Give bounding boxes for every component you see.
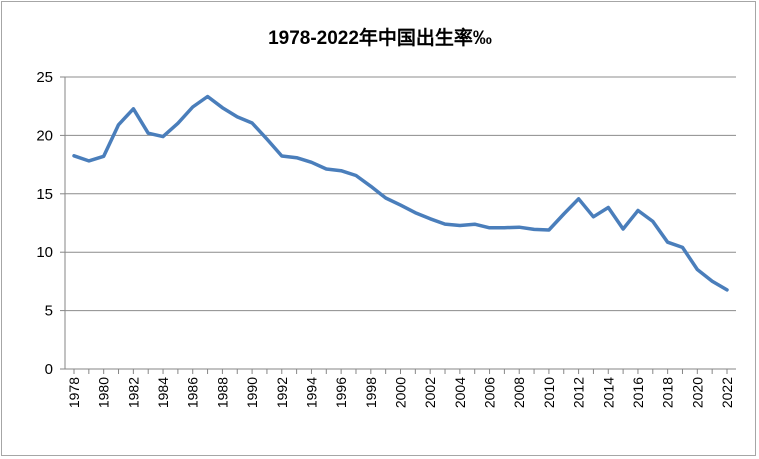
data-point [428,217,432,220]
x-tick-label: 2012 [571,377,587,408]
data-point [681,246,684,249]
axes [60,76,736,374]
data-point [651,220,654,223]
x-axis-tick-labels: 1978 1980 1982 1984 1986 1988 1990 1992 1994 1996… [66,377,735,408]
y-tick-label: 20 [36,127,53,144]
y-tick-label: 10 [36,244,53,261]
x-tick-label: 1992 [274,377,290,408]
data-point [206,95,209,98]
data-point [161,135,165,138]
y-tick-label: 15 [36,186,53,203]
data-point [147,131,150,135]
data-point [488,226,491,229]
data-point [325,167,328,171]
data-point [696,268,699,271]
gridlines [65,76,736,312]
data-point [532,228,536,231]
x-tick-label: 2014 [600,377,616,408]
x-tick-label: 2008 [511,377,527,408]
x-tick-label: 1984 [155,377,171,408]
x-tick-label: 2006 [482,377,498,408]
y-tick-label: 0 [45,361,53,378]
data-point [191,105,194,109]
x-tick-label: 1990 [244,377,260,408]
data-point [310,161,313,164]
data-point [458,224,462,227]
data-point [236,115,239,119]
data-point [562,212,565,216]
data-point [547,228,551,232]
data-point [414,211,417,214]
data-point [265,137,269,141]
x-tick-label: 1994 [303,377,319,408]
x-tick-label: 2002 [422,377,438,408]
data-point [384,196,387,200]
data-point [176,122,180,125]
data-point [132,107,135,110]
x-tick-label: 2004 [452,377,468,408]
y-tick-label: 5 [45,303,53,320]
data-point [72,154,76,158]
data-point [577,197,580,201]
data-point [607,206,610,209]
x-tick-label: 2000 [393,377,409,408]
x-tick-label: 1980 [96,377,112,408]
chart-title: 1978-2022年中国出生率‰ [268,26,492,49]
data-point [710,279,714,283]
y-axis-tick-labels: 0 5 10 15 20 25 [36,69,53,378]
x-tick-label: 1978 [66,377,82,408]
data-point [339,169,343,172]
x-tick-label: 1998 [363,377,379,408]
data-point [621,227,625,231]
data-point [369,185,373,188]
data-point [725,288,729,292]
x-tick-label: 1996 [333,377,349,408]
data-point [518,226,521,229]
data-point [473,222,476,226]
series [72,94,729,292]
data-point [666,240,669,244]
x-tick-label: 2018 [660,377,676,408]
x-tick-label: 1986 [185,377,201,408]
data-point [443,222,447,226]
x-tick-label: 2010 [541,377,557,408]
data-point [636,209,640,212]
x-tick-label: 2020 [689,377,705,408]
data-point [280,154,283,158]
data-point [503,226,506,229]
x-tick-label: 1982 [125,377,141,408]
x-tick-label: 2022 [719,377,735,408]
data-point [295,156,298,159]
y-tick-label: 25 [36,69,53,86]
data-point [399,203,402,207]
data-point [250,121,254,125]
data-point [102,155,105,158]
data-point [354,174,358,177]
x-tick-label: 1988 [214,377,230,408]
birth-rate-line [72,94,729,292]
data-point [592,215,595,219]
data-point [117,123,120,126]
data-point [87,159,91,163]
x-tick-label: 2016 [630,377,646,408]
data-point [221,106,224,109]
